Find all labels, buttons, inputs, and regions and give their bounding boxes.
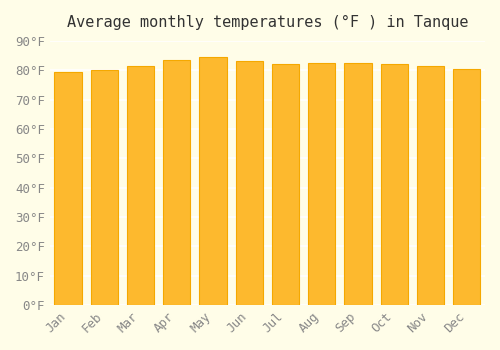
Title: Average monthly temperatures (°F ) in Tanque: Average monthly temperatures (°F ) in Ta… bbox=[66, 15, 468, 30]
Bar bbox=[236, 62, 263, 305]
Bar bbox=[454, 69, 480, 305]
Bar bbox=[417, 66, 444, 305]
Bar bbox=[163, 60, 190, 305]
Bar bbox=[200, 57, 226, 305]
Bar bbox=[127, 66, 154, 305]
Bar bbox=[344, 63, 372, 305]
Bar bbox=[272, 64, 299, 305]
Bar bbox=[90, 70, 118, 305]
Bar bbox=[380, 64, 408, 305]
Bar bbox=[308, 63, 336, 305]
Bar bbox=[54, 72, 82, 305]
